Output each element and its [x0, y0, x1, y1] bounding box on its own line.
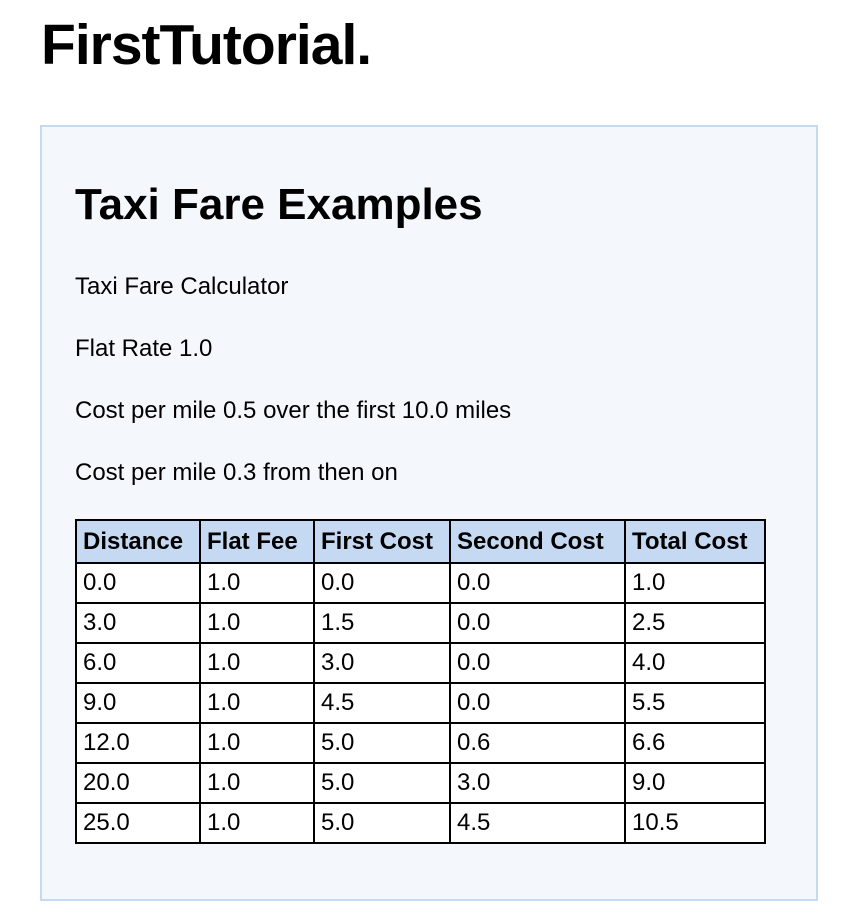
cell-second-cost: 0.0 [449, 562, 626, 604]
calculator-label: Taxi Fare Calculator [75, 273, 289, 300]
cell-total-cost: 6.6 [624, 722, 766, 764]
column-header-total-cost: Total Cost [624, 519, 766, 564]
cell-first-cost: 0.0 [313, 562, 451, 604]
page-title: FirstTutorial. [41, 13, 372, 77]
content-panel: Taxi Fare Examples Taxi Fare Calculator … [40, 125, 818, 901]
cell-total-cost: 1.0 [624, 562, 766, 604]
section-heading: Taxi Fare Examples [75, 180, 483, 229]
table-row: 3.0 1.0 1.5 0.0 2.5 [75, 602, 766, 644]
cell-second-cost: 0.6 [449, 722, 626, 764]
cell-first-cost: 5.0 [313, 762, 451, 804]
cell-total-cost: 9.0 [624, 762, 766, 804]
cell-second-cost: 4.5 [449, 802, 626, 844]
column-header-flat-fee: Flat Fee [199, 519, 315, 564]
cell-second-cost: 0.0 [449, 602, 626, 644]
cell-first-cost: 5.0 [313, 802, 451, 844]
cell-distance: 6.0 [75, 642, 201, 684]
second-rate-text: Cost per mile 0.3 from then on [75, 459, 398, 486]
cell-distance: 0.0 [75, 562, 201, 604]
fare-table: Distance Flat Fee First Cost Second Cost… [75, 519, 766, 844]
cell-distance: 25.0 [75, 802, 201, 844]
table-row: 25.0 1.0 5.0 4.5 10.5 [75, 802, 766, 844]
table-row: 20.0 1.0 5.0 3.0 9.0 [75, 762, 766, 804]
cell-first-cost: 1.5 [313, 602, 451, 644]
column-header-distance: Distance [75, 519, 201, 564]
cell-first-cost: 5.0 [313, 722, 451, 764]
cell-distance: 20.0 [75, 762, 201, 804]
cell-flat-fee: 1.0 [199, 722, 315, 764]
cell-total-cost: 2.5 [624, 602, 766, 644]
cell-first-cost: 3.0 [313, 642, 451, 684]
cell-second-cost: 0.0 [449, 682, 626, 724]
table-row: 12.0 1.0 5.0 0.6 6.6 [75, 722, 766, 764]
cell-total-cost: 4.0 [624, 642, 766, 684]
first-rate-text: Cost per mile 0.5 over the first 10.0 mi… [75, 397, 512, 424]
cell-flat-fee: 1.0 [199, 682, 315, 724]
cell-flat-fee: 1.0 [199, 802, 315, 844]
flat-rate-text: Flat Rate 1.0 [75, 335, 213, 362]
cell-flat-fee: 1.0 [199, 762, 315, 804]
cell-flat-fee: 1.0 [199, 562, 315, 604]
cell-flat-fee: 1.0 [199, 642, 315, 684]
table-row: 0.0 1.0 0.0 0.0 1.0 [75, 562, 766, 604]
cell-flat-fee: 1.0 [199, 602, 315, 644]
column-header-second-cost: Second Cost [449, 519, 626, 564]
cell-total-cost: 5.5 [624, 682, 766, 724]
cell-second-cost: 0.0 [449, 642, 626, 684]
column-header-first-cost: First Cost [313, 519, 451, 564]
cell-second-cost: 3.0 [449, 762, 626, 804]
table-row: 9.0 1.0 4.5 0.0 5.5 [75, 682, 766, 724]
cell-first-cost: 4.5 [313, 682, 451, 724]
cell-distance: 12.0 [75, 722, 201, 764]
cell-distance: 3.0 [75, 602, 201, 644]
cell-distance: 9.0 [75, 682, 201, 724]
table-header-row: Distance Flat Fee First Cost Second Cost… [75, 519, 766, 564]
table-row: 6.0 1.0 3.0 0.0 4.0 [75, 642, 766, 684]
cell-total-cost: 10.5 [624, 802, 766, 844]
